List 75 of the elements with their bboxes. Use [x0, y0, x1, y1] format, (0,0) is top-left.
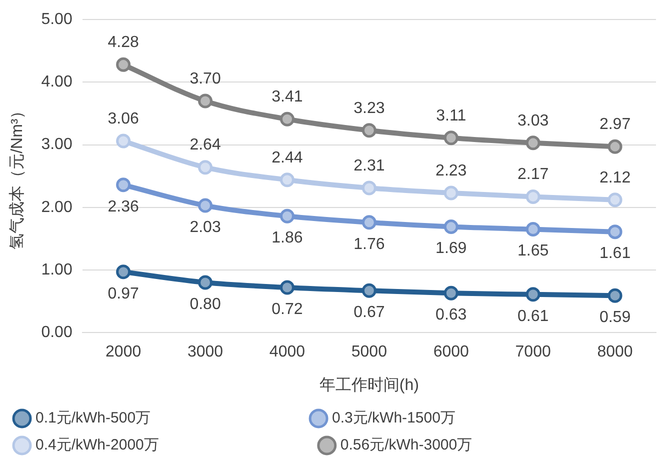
point: [608, 139, 622, 154]
point: [608, 224, 622, 240]
point: [116, 134, 131, 148]
point: [280, 208, 294, 224]
data-label: 0.80: [190, 296, 221, 313]
data-label: 2.17: [518, 166, 549, 184]
y-tick-label: 2.00: [41, 198, 72, 216]
x-tick-label: 7000: [515, 344, 551, 361]
data-label: 2.97: [599, 116, 631, 134]
y-tick-label: 1.00: [41, 261, 72, 278]
data-label: 3.11: [436, 107, 466, 124]
point: [444, 186, 458, 200]
data-label: 1.69: [436, 240, 467, 258]
legend-label: 0.3元/kWh-1500万: [332, 410, 606, 427]
data-label: 2.31: [354, 157, 385, 174]
x-tick-label: 2000: [106, 344, 142, 361]
point: [608, 192, 622, 208]
point: [526, 287, 540, 302]
data-label: 3.03: [518, 112, 549, 130]
point: [280, 280, 294, 295]
point: [116, 178, 131, 192]
data-label: 1.65: [518, 242, 549, 260]
data-label: 2.03: [190, 218, 221, 236]
data-label: 1.61: [599, 245, 631, 262]
point: [362, 123, 376, 138]
legend-label: 0.4元/kWh-2000万: [36, 436, 309, 454]
point: [198, 198, 213, 213]
data-label: 1.86: [272, 230, 303, 247]
point: [198, 160, 213, 175]
data-label: 0.72: [272, 300, 303, 318]
x-tick-label: 8000: [597, 344, 633, 361]
point: [280, 112, 294, 126]
y-axis-title: 氢气成本（元/Nm³）: [8, 102, 26, 250]
point: [526, 222, 540, 237]
data-label: 4.28: [108, 34, 139, 52]
data-label: 3.70: [190, 70, 221, 88]
y-tick-label: 5.00: [41, 11, 72, 28]
data-label: 2.23: [436, 162, 467, 180]
data-label: 2.36: [108, 198, 139, 216]
point: [444, 130, 458, 146]
data-label: 2.64: [190, 136, 221, 154]
data-label: 3.06: [108, 110, 139, 128]
point: [362, 283, 376, 298]
y-tick-label: 0.00: [41, 324, 72, 342]
x-axis-title: 年工作时间(h): [319, 376, 419, 394]
point: [362, 180, 376, 196]
x-tick-label: 5000: [351, 344, 388, 361]
point: [116, 264, 131, 280]
point: [444, 220, 458, 234]
point: [444, 286, 458, 300]
y-tick-label: 3.00: [41, 136, 72, 154]
point: [608, 288, 622, 303]
x-tick-label: 6000: [433, 344, 470, 361]
data-label: 2.12: [599, 169, 631, 186]
data-label: 3.23: [354, 100, 385, 117]
legend-label: 0.1元/kWh-500万: [36, 410, 301, 427]
point: [198, 275, 213, 290]
point: [362, 215, 376, 230]
data-label: 1.76: [354, 236, 385, 253]
x-tick-label: 4000: [269, 344, 306, 361]
data-label: 0.61: [518, 308, 549, 325]
data-label: 2.44: [272, 149, 303, 166]
point: [526, 136, 540, 150]
data-label: 0.97: [108, 285, 139, 302]
data-label: 0.59: [599, 309, 631, 326]
point: [280, 172, 294, 188]
data-label: 0.63: [436, 306, 467, 324]
legend-label: 0.56元/kWh-3000万: [340, 436, 622, 454]
data-label: 3.41: [272, 88, 303, 106]
point: [116, 57, 131, 72]
point: [198, 94, 213, 108]
point: [526, 190, 540, 204]
y-tick-label: 4.00: [41, 74, 72, 91]
x-tick-label: 3000: [187, 344, 224, 361]
data-label: 0.67: [354, 304, 385, 322]
